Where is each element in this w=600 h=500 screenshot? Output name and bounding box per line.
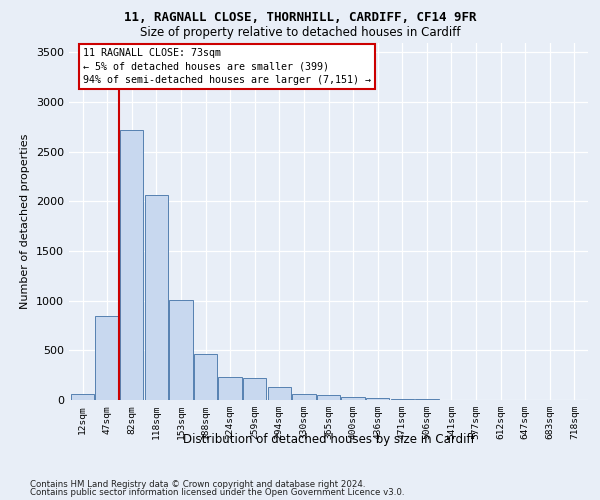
Bar xyxy=(169,300,193,400)
Bar xyxy=(366,398,389,400)
Text: 11, RAGNALL CLOSE, THORNHILL, CARDIFF, CF14 9FR: 11, RAGNALL CLOSE, THORNHILL, CARDIFF, C… xyxy=(124,11,476,24)
Text: Distribution of detached houses by size in Cardiff: Distribution of detached houses by size … xyxy=(183,432,475,446)
Bar xyxy=(415,399,439,400)
Y-axis label: Number of detached properties: Number of detached properties xyxy=(20,134,31,309)
Bar xyxy=(145,196,168,400)
Bar xyxy=(95,316,119,400)
Bar xyxy=(341,396,365,400)
Bar xyxy=(292,394,316,400)
Bar xyxy=(71,394,94,400)
Text: 11 RAGNALL CLOSE: 73sqm
← 5% of detached houses are smaller (399)
94% of semi-de: 11 RAGNALL CLOSE: 73sqm ← 5% of detached… xyxy=(83,48,371,85)
Bar xyxy=(391,399,414,400)
Bar xyxy=(120,130,143,400)
Text: Size of property relative to detached houses in Cardiff: Size of property relative to detached ho… xyxy=(140,26,460,39)
Bar xyxy=(243,378,266,400)
Text: Contains public sector information licensed under the Open Government Licence v3: Contains public sector information licen… xyxy=(30,488,404,497)
Bar xyxy=(194,354,217,400)
Bar xyxy=(317,395,340,400)
Text: Contains HM Land Registry data © Crown copyright and database right 2024.: Contains HM Land Registry data © Crown c… xyxy=(30,480,365,489)
Bar xyxy=(268,386,291,400)
Bar xyxy=(218,377,242,400)
